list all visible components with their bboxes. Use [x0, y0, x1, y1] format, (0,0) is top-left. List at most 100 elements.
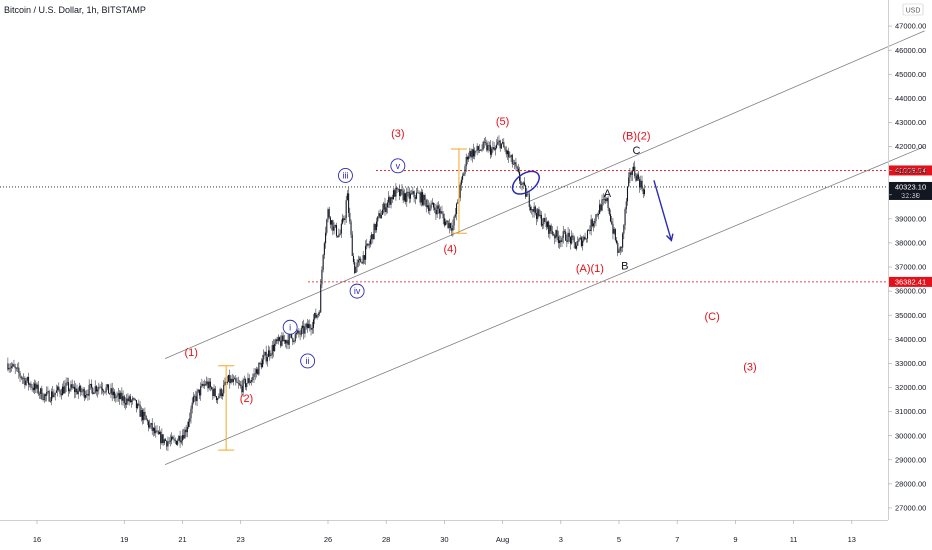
candle-body: [443, 218, 445, 226]
candle-body: [309, 324, 311, 328]
candle-body: [503, 142, 505, 148]
candle-body: [378, 213, 380, 217]
channel-lower-line: [164, 146, 925, 465]
candle-body: [377, 216, 379, 222]
candle-body: [574, 242, 576, 249]
wave-circle-label: v: [396, 161, 401, 171]
candle-body: [463, 173, 465, 176]
candle-body: [430, 204, 432, 209]
candle-body: [304, 326, 306, 334]
candle-body: [509, 156, 511, 158]
candle-body: [265, 351, 267, 362]
candle-body: [263, 355, 265, 360]
price-level-value: 41008.04: [895, 166, 926, 175]
candle-body: [419, 192, 421, 203]
candle-body: [107, 384, 110, 394]
candle-body: [25, 380, 27, 386]
candle-body: [24, 377, 26, 386]
price-axis[interactable]: 27000.00 28000.00 29000.00 30000.00 31000.00…: [888, 0, 926, 520]
candle-body: [255, 369, 258, 374]
candle-body: [122, 396, 124, 401]
candle-body: [234, 378, 236, 380]
candle-body: [245, 379, 247, 388]
candle-body: [160, 432, 162, 444]
candle-body: [155, 430, 157, 434]
wave-circle-label: iv: [354, 286, 361, 296]
candle-body: [46, 392, 48, 396]
candle-body: [383, 203, 385, 210]
price-level-tag[interactable]: [889, 276, 932, 287]
currency-label: USD: [906, 8, 921, 15]
candle-body: [459, 184, 461, 198]
candle-body: [208, 381, 210, 389]
candle-body: [75, 388, 77, 393]
candle-body: [43, 394, 45, 401]
candle-body: [128, 396, 130, 402]
candle-body: [485, 142, 487, 143]
candle-body: [391, 197, 393, 200]
candle-body: [44, 394, 47, 396]
candle-body: [64, 385, 66, 394]
candle-body: [407, 191, 409, 193]
candle-body: [80, 385, 82, 393]
candle-body: [293, 341, 295, 342]
candle-body: [200, 386, 202, 396]
candle-body: [406, 191, 408, 202]
time-tick-label: 19: [120, 535, 128, 544]
candle-body: [630, 172, 632, 175]
price-tick-label: 44000.00: [895, 94, 926, 103]
price-level-tag[interactable]: [889, 181, 932, 200]
candle-body: [98, 386, 100, 390]
candle-body: [583, 236, 585, 241]
candle-body: [488, 145, 490, 146]
candle-body: [540, 214, 542, 226]
candle-body: [384, 203, 386, 213]
candle-body: [238, 383, 241, 385]
candle-body: [534, 206, 536, 214]
candle-body: [469, 151, 471, 157]
candle-body: [95, 386, 97, 392]
price-level-tag[interactable]: [889, 165, 932, 176]
candle-body: [322, 254, 324, 270]
candle-body: [573, 237, 575, 243]
forecast-arrow-head: [665, 233, 674, 242]
candle-body: [228, 375, 230, 382]
candle-body: [268, 350, 270, 358]
candle-body: [339, 233, 341, 235]
wave-label: A: [604, 188, 612, 200]
candle-body: [287, 340, 289, 345]
candle-body: [298, 330, 300, 334]
candle-body: [229, 375, 231, 384]
currency-box[interactable]: [902, 3, 924, 16]
candle-body: [529, 206, 532, 211]
candle-body: [340, 223, 342, 234]
time-axis[interactable]: 16 19 21 23 26 28 30 Aug 3 5 7 9 11 13: [0, 520, 888, 544]
candle-body: [242, 379, 244, 393]
candle-body: [301, 325, 304, 329]
price-tick-label: 46000.00: [895, 46, 926, 55]
candle-body: [243, 379, 245, 380]
candle-body: [344, 217, 346, 221]
candle-body: [156, 430, 158, 432]
price-tick-label: 38000.00: [895, 239, 926, 248]
candle-body: [37, 384, 39, 394]
candle-body: [221, 393, 224, 397]
candle-body: [93, 392, 95, 395]
candle-body: [141, 410, 144, 421]
candle-body: [400, 189, 402, 196]
price-tick-label: 34000.00: [895, 335, 926, 344]
candle-body: [453, 216, 455, 226]
candle-body: [106, 384, 108, 388]
candle-body: [325, 232, 327, 244]
candle-body: [398, 189, 401, 196]
candle-body: [623, 225, 625, 234]
time-tick-label: 23: [237, 535, 245, 544]
candle-body: [282, 335, 284, 342]
candle-body: [291, 333, 293, 338]
candle-body: [318, 312, 321, 314]
candle-body: [506, 150, 508, 155]
time-tick-label: 5: [617, 535, 621, 544]
candle-body: [403, 193, 405, 201]
